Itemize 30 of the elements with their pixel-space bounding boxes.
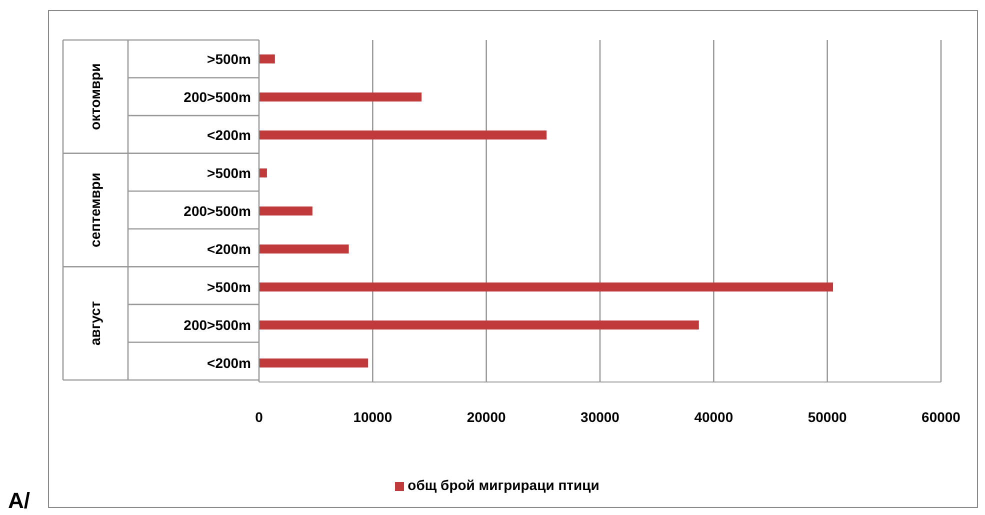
x-tick-label: 40000 [694,408,734,425]
y-tick-label: 200>500m [184,88,251,105]
legend-label: общ брой мигрираци птици [408,477,600,493]
x-tick-label: 50000 [808,408,848,425]
x-tick-label: 0 [255,408,264,425]
text: A/ [8,488,30,514]
y-tick-label: 200>500m [184,316,251,333]
x-tick-label: 20000 [466,408,506,425]
y-tick-label: >500m [207,50,251,67]
x-tick-label: 10000 [353,408,392,425]
text: октомври [87,63,103,130]
y-tick-label: >500m [207,164,251,181]
y-tick-label: 200>500m [184,202,251,219]
bar [259,320,699,330]
y-tick-label: <200m [207,126,251,143]
y-tick-label: <200m [207,354,251,371]
bar [259,358,368,368]
y-tick-label: <200m [207,240,251,257]
bar [259,244,349,254]
x-tick-label: 60000 [922,408,961,425]
text: август [87,301,103,346]
x-tick-label: 30000 [580,408,620,425]
text: септември [87,172,103,248]
bar [259,206,312,216]
bar [259,282,834,292]
bar [259,54,275,64]
bar [259,130,547,140]
bar [259,168,267,178]
bar [259,92,422,102]
y-tick-label: >500m [207,278,251,295]
